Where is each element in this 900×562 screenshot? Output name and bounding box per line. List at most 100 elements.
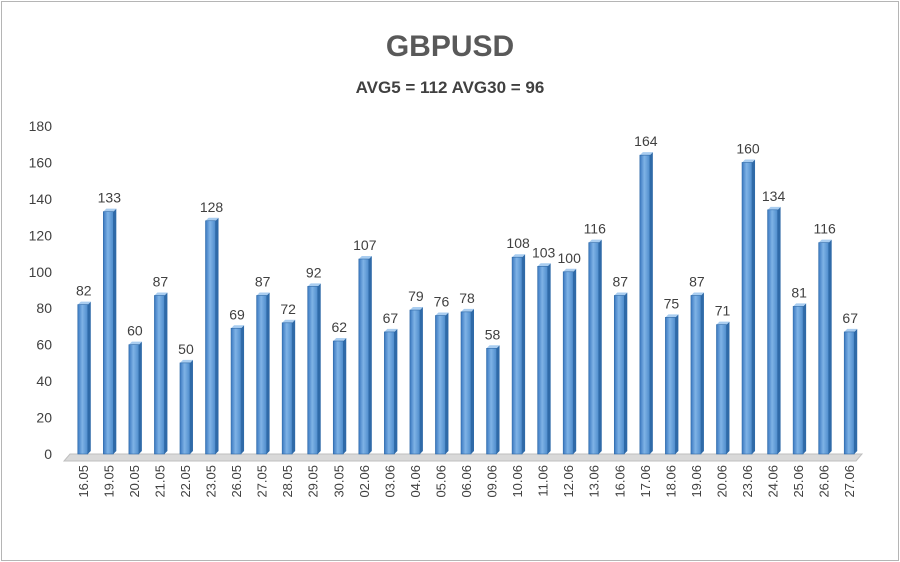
bar-side	[752, 159, 756, 454]
bar-side	[164, 292, 168, 454]
x-tick-label: 27.06	[842, 465, 857, 498]
data-label: 87	[613, 273, 629, 289]
x-tick-label: 04.06	[408, 465, 423, 498]
bar	[767, 209, 778, 455]
bar-top	[77, 301, 91, 305]
bar-side	[87, 301, 91, 454]
x-tick-label: 27.05	[255, 465, 270, 498]
bar-side	[419, 307, 423, 454]
bar-top	[409, 307, 423, 311]
x-tick-label: 06.06	[459, 465, 474, 498]
x-tick-label: 16.05	[76, 465, 91, 498]
bar-top	[231, 325, 245, 329]
bar	[205, 220, 216, 455]
bar-side	[471, 308, 474, 454]
bar-side	[445, 312, 449, 454]
bar	[511, 256, 523, 455]
bar	[179, 362, 191, 455]
bar-side	[675, 314, 679, 454]
bar-top	[333, 338, 347, 342]
bar	[843, 331, 855, 455]
data-label: 50	[178, 341, 194, 357]
data-label: 87	[689, 273, 705, 289]
bar-top	[154, 292, 168, 296]
x-tick-label: 28.05	[280, 465, 295, 498]
data-label: 71	[715, 303, 731, 319]
axis-layer: 0 20 40 60 80 100 120 140 160 180	[29, 118, 864, 462]
y-tick-label: 160	[29, 154, 53, 170]
data-label: 78	[459, 290, 475, 306]
bar-side	[241, 325, 245, 454]
bar-side	[803, 303, 807, 454]
x-tick-label: 25.06	[791, 465, 806, 498]
bar	[128, 344, 140, 455]
x-tick-label: 19.05	[101, 465, 116, 498]
bar-side	[522, 254, 526, 454]
bar	[281, 322, 293, 455]
bar-side	[777, 206, 781, 454]
bar	[384, 331, 395, 455]
x-tick-label: 05.06	[433, 465, 448, 498]
bar	[562, 271, 574, 455]
bar-side	[547, 263, 551, 454]
x-tick-label: 13.06	[587, 465, 602, 498]
x-tick-label: 10.06	[510, 465, 525, 498]
y-tick-label: 0	[44, 446, 52, 462]
bar-side	[700, 292, 704, 454]
data-label: 160	[736, 140, 760, 156]
bar-top	[793, 303, 807, 307]
bar-top	[435, 312, 449, 316]
x-tick-label: 12.06	[561, 465, 576, 498]
bar-side	[368, 256, 372, 454]
x-tick-label: 19.06	[689, 465, 704, 498]
y-tick-label: 40	[36, 373, 52, 389]
x-tick-label: 23.06	[740, 465, 755, 498]
bar-top	[537, 263, 551, 267]
x-tick-label: 20.05	[127, 465, 142, 498]
x-tick-label: 26.06	[817, 465, 832, 498]
bar	[435, 315, 446, 455]
data-label: 62	[331, 319, 347, 335]
bar	[307, 286, 319, 455]
y-tick-label: 60	[36, 337, 52, 353]
data-label: 133	[98, 190, 122, 206]
data-label: 87	[255, 273, 271, 289]
data-label: 82	[76, 283, 92, 299]
chart-subtitle: AVG5 = 112 AVG30 = 96	[355, 78, 545, 97]
bar	[741, 162, 753, 455]
bar-top	[639, 152, 653, 156]
bar	[409, 309, 421, 455]
bar	[588, 242, 600, 455]
bar-side	[726, 321, 730, 454]
labels-layer: 82 16.05 133 19.05 60 20.05 87 21.05 50 22.05 128 2…	[76, 133, 858, 497]
chart-title: GBPUSD	[385, 30, 515, 63]
bar-side	[573, 268, 577, 454]
y-tick-label: 140	[29, 191, 53, 207]
bar-top	[844, 328, 858, 332]
bar-top	[103, 208, 117, 212]
bars-layer	[77, 152, 858, 455]
bar-top	[588, 239, 602, 243]
bar	[818, 242, 829, 455]
bar-side	[317, 283, 321, 454]
bar-side	[266, 292, 270, 454]
bar-side	[394, 328, 398, 454]
bar	[77, 304, 89, 455]
y-tick-label: 80	[36, 300, 52, 316]
bar	[460, 311, 472, 455]
data-label: 108	[506, 235, 530, 251]
bar-side	[496, 345, 500, 454]
bar	[358, 258, 370, 455]
x-tick-label: 16.06	[612, 465, 627, 498]
x-tick-label: 03.06	[382, 465, 397, 498]
data-label: 164	[634, 133, 658, 149]
data-label: 87	[153, 273, 169, 289]
bar-top	[512, 254, 526, 258]
x-tick-label: 02.06	[357, 465, 372, 498]
bar	[613, 295, 625, 455]
data-label: 60	[127, 323, 143, 339]
bar	[256, 295, 267, 455]
data-label: 75	[664, 295, 680, 311]
x-tick-label: 11.06	[536, 465, 551, 497]
bar	[690, 295, 702, 455]
